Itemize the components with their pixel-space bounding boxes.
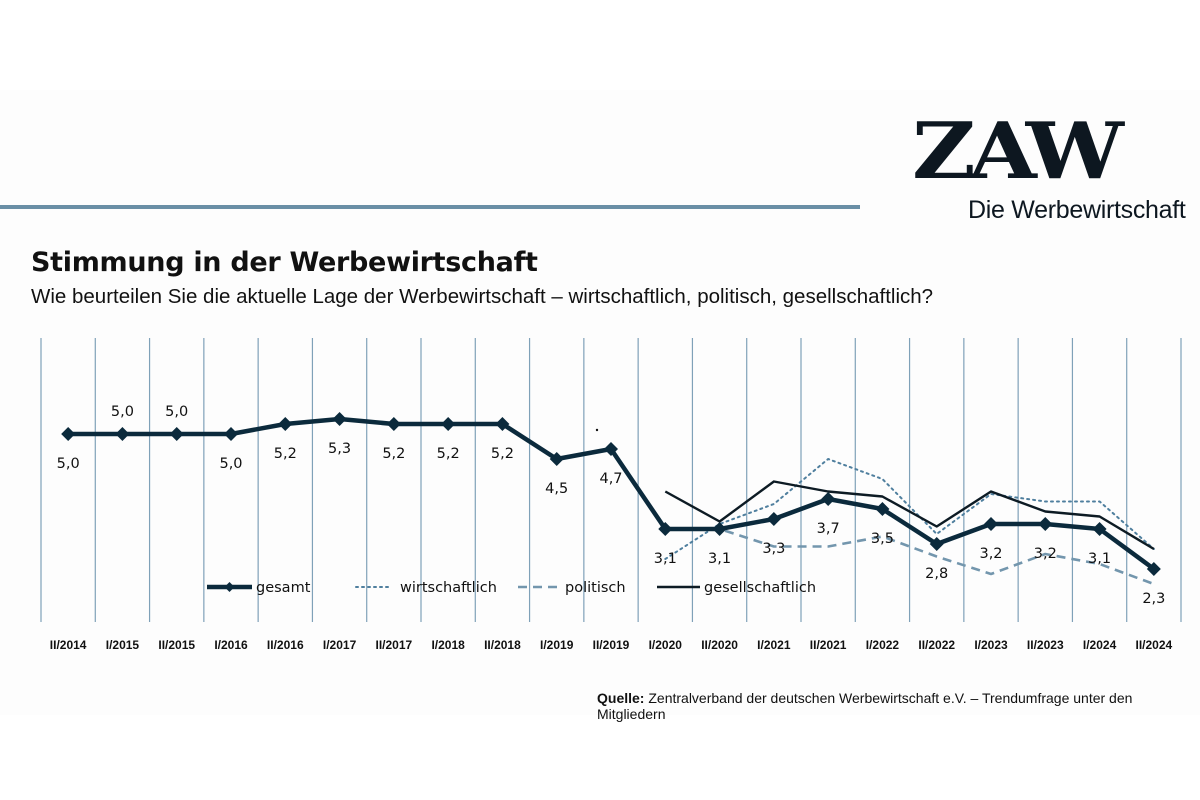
x-tick-label: II/2020 <box>701 638 738 652</box>
data-label: 3,5 <box>871 531 894 547</box>
x-tick-label: II/2015 <box>158 638 195 652</box>
data-point-marker <box>115 427 130 441</box>
data-point-marker <box>766 512 781 526</box>
data-label: 3,1 <box>654 551 677 567</box>
legend-label-politisch: politisch <box>565 580 626 596</box>
x-tick-label: I/2016 <box>214 638 248 652</box>
data-label: 5,0 <box>219 456 242 472</box>
data-label: 5,0 <box>57 456 80 472</box>
data-label: 5,3 <box>328 441 351 457</box>
data-label: 5,2 <box>491 446 514 462</box>
data-point-marker <box>169 427 184 441</box>
x-tick-label: I/2021 <box>757 638 791 652</box>
x-tick-label: I/2020 <box>649 638 683 652</box>
data-point-marker <box>332 412 347 426</box>
logo-tagline: Die Werbewirtschaft <box>968 196 1186 224</box>
series-markers <box>61 412 1161 576</box>
data-label: 4,7 <box>599 471 622 487</box>
data-label: 5,0 <box>111 404 134 420</box>
data-label: 5,0 <box>165 404 188 420</box>
legend-label-wirtschaftlich: wirtschaftlich <box>400 580 497 596</box>
legend: gesamt wirtschaftlich politisch gesellschaf… <box>207 580 816 596</box>
data-point-marker <box>61 427 76 441</box>
data-label: 3,1 <box>708 551 731 567</box>
data-point-marker <box>875 502 890 516</box>
data-point-marker <box>984 517 998 531</box>
x-tick-label: I/2022 <box>866 638 900 652</box>
data-label: 5,2 <box>437 446 460 462</box>
x-tick-label: I/2018 <box>431 638 465 652</box>
data-point-marker <box>495 417 510 431</box>
data-point-marker <box>1092 522 1107 536</box>
data-point-marker <box>386 417 401 431</box>
legend-label-gesellschaftlich: gesellschaftlich <box>704 580 816 596</box>
chart-background <box>0 90 1200 715</box>
data-point-marker <box>1038 517 1053 531</box>
x-tick-label: I/2015 <box>106 638 140 652</box>
data-labels: 5,0 5,0 5,0 5,0 5,2 5,3 5,2 5,2 5,2 4,5 4,7 3,1 3,1 3… <box>57 404 1166 607</box>
data-point-marker <box>224 427 238 441</box>
data-label: 2,3 <box>1142 591 1165 607</box>
data-label: 3,2 <box>1034 546 1057 562</box>
x-tick-label: I/2024 <box>1083 638 1117 652</box>
x-tick-label: II/2019 <box>593 638 630 652</box>
data-point-marker <box>658 522 673 536</box>
data-point-marker <box>604 442 618 456</box>
x-tick-label: II/2022 <box>918 638 955 652</box>
chart-subtitle: Wie beurteilen Sie die aktuelle Lage der… <box>31 285 934 308</box>
data-label: 4,5 <box>545 481 568 497</box>
x-tick-label: I/2023 <box>974 638 1008 652</box>
data-point-marker <box>278 417 293 431</box>
stray-dot <box>595 428 599 432</box>
x-tick-label: II/2024 <box>1136 638 1173 652</box>
x-tick-label: II/2023 <box>1027 638 1064 652</box>
data-point-marker <box>821 492 836 506</box>
data-point-marker <box>1146 562 1161 576</box>
data-label: 3,2 <box>979 546 1002 562</box>
data-point-marker <box>441 417 456 431</box>
x-tick-label: I/2019 <box>540 638 574 652</box>
header-rule <box>0 205 860 209</box>
data-label: 5,2 <box>382 446 405 462</box>
data-label: 5,2 <box>274 446 297 462</box>
source-note: Quelle: Zentralverband der deutschen Wer… <box>597 690 1200 722</box>
data-label: 3,7 <box>817 521 840 537</box>
series-line-wirtschaftlich <box>664 458 1155 560</box>
source-text: Zentralverband der deutschen Werbewirtsc… <box>597 690 1133 722</box>
x-tick-label: I/2017 <box>323 638 357 652</box>
x-tick-label: II/2016 <box>267 638 304 652</box>
x-tick-label: II/2021 <box>810 638 847 652</box>
data-point-marker <box>549 452 564 466</box>
series-line-politisch <box>665 527 1155 586</box>
data-label: 3,3 <box>762 541 785 557</box>
x-tick-label: II/2018 <box>484 638 521 652</box>
data-point-marker <box>929 537 944 551</box>
x-tick-label: II/2014 <box>50 638 87 652</box>
grid-lines <box>40 338 1182 622</box>
data-point-marker <box>712 522 727 536</box>
series-line-gesellschaftlich <box>664 480 1155 551</box>
chart-title: Stimmung in der Werbewirtschaft <box>31 247 538 278</box>
legend-marker-gesamt <box>224 582 235 592</box>
data-label: 3,1 <box>1088 551 1111 567</box>
data-label: 2,8 <box>925 566 948 582</box>
legend-label-gesamt: gesamt <box>256 580 311 596</box>
source-label: Quelle: <box>597 690 645 706</box>
zaw-logo: ZAW <box>912 106 1124 197</box>
x-axis-ticks: II/2014 I/2015 II/2015 I/2016 II/2016 I/2017 I… <box>50 638 1173 652</box>
x-tick-label: II/2017 <box>376 638 413 652</box>
